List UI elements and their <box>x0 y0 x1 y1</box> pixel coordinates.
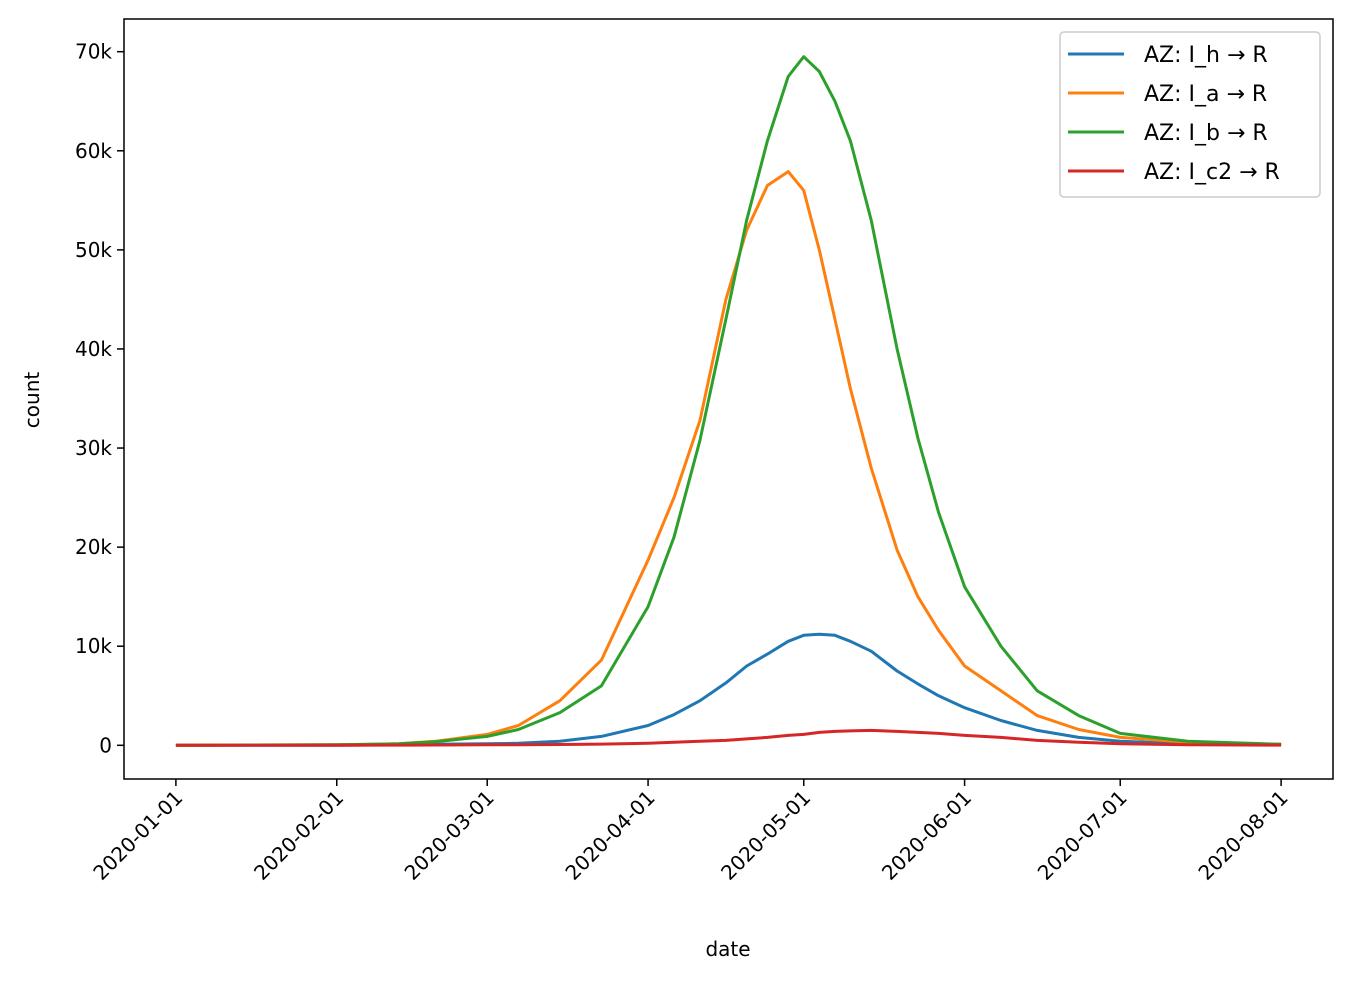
y-tick-label: 0 <box>99 733 112 757</box>
series-line-3 <box>175 728 1282 747</box>
series-lines <box>175 55 1282 747</box>
x-tick-label: 2020-05-01 <box>716 786 815 885</box>
y-tick-label: 70k <box>75 40 112 64</box>
x-tick-label: 2020-06-01 <box>877 786 976 885</box>
y-tick-label: 60k <box>75 139 112 163</box>
series-line-2 <box>175 55 1282 747</box>
legend-label-0: AZ: I_h → R <box>1144 43 1268 68</box>
x-tick-label: 2020-04-01 <box>560 786 659 885</box>
legend: AZ: I_h → R AZ: I_a → R AZ: I_b → R AZ: I_c… <box>1059 31 1321 198</box>
x-axis-label: date <box>705 937 750 961</box>
x-tick-label: 2020-07-01 <box>1033 786 1132 885</box>
x-tick-label: 2020-08-01 <box>1193 786 1292 885</box>
y-tick-label: 40k <box>75 337 112 361</box>
y-tick-label: 30k <box>75 436 112 460</box>
y-tick-label: 10k <box>75 634 112 658</box>
y-tick-label: 50k <box>75 238 112 262</box>
legend-frame <box>1059 31 1321 198</box>
series-line-1 <box>175 170 1282 747</box>
legend-label-1: AZ: I_a → R <box>1144 82 1267 107</box>
x-tick-label: 2020-01-01 <box>88 786 187 885</box>
y-axis-label: count <box>20 372 44 429</box>
x-tick-label: 2020-03-01 <box>400 786 499 885</box>
x-axis-ticks: 2020-01-01 2020-02-01 2020-03-01 2020-04-01… <box>88 779 1293 885</box>
y-axis-ticks: 0 10k 20k 30k 40k 50k 60k 70k <box>75 40 124 757</box>
legend-label-2: AZ: I_b → R <box>1144 121 1268 146</box>
x-tick-label: 2020-02-01 <box>249 786 348 885</box>
y-tick-label: 20k <box>75 535 112 559</box>
legend-label-3: AZ: I_c2 → R <box>1144 160 1280 185</box>
